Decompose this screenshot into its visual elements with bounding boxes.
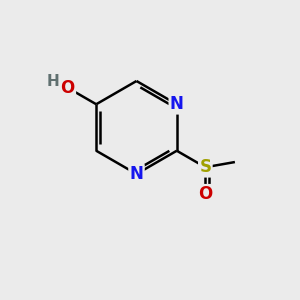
Text: O: O: [61, 79, 75, 97]
Text: H: H: [47, 74, 60, 88]
Text: N: N: [170, 95, 184, 113]
Text: N: N: [130, 165, 143, 183]
Text: O: O: [198, 185, 212, 203]
Text: S: S: [199, 158, 211, 176]
